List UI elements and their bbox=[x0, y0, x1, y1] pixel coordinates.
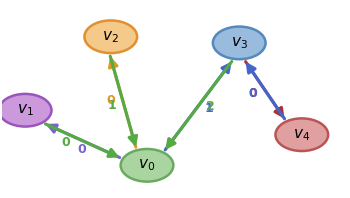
Text: $v_1$: $v_1$ bbox=[17, 102, 34, 118]
Text: $v_0$: $v_0$ bbox=[139, 157, 156, 173]
Text: 2: 2 bbox=[206, 100, 215, 113]
Circle shape bbox=[121, 149, 173, 182]
Text: 0: 0 bbox=[62, 136, 70, 148]
Text: 0: 0 bbox=[107, 94, 116, 107]
Text: 1: 1 bbox=[204, 102, 213, 115]
Circle shape bbox=[0, 94, 51, 127]
Text: $v_3$: $v_3$ bbox=[231, 35, 248, 51]
Text: 0: 0 bbox=[77, 143, 86, 156]
Circle shape bbox=[275, 118, 328, 151]
Text: 0: 0 bbox=[248, 87, 257, 100]
Text: $v_2$: $v_2$ bbox=[103, 29, 119, 45]
Circle shape bbox=[213, 27, 266, 59]
Text: 0: 0 bbox=[248, 87, 257, 100]
Text: 1: 1 bbox=[108, 99, 117, 112]
Text: $v_4$: $v_4$ bbox=[293, 127, 310, 143]
Circle shape bbox=[84, 20, 137, 53]
